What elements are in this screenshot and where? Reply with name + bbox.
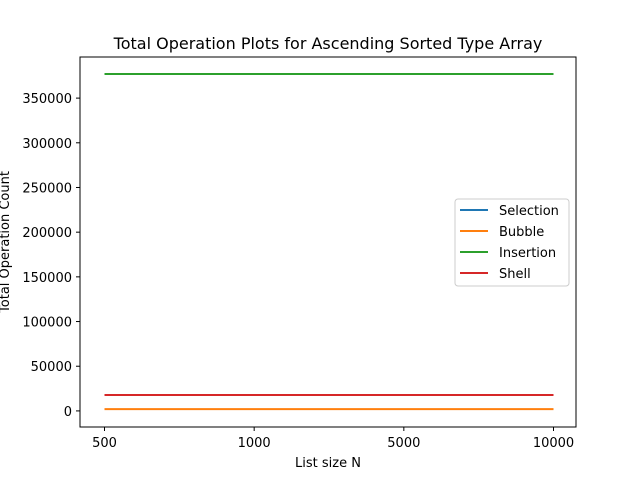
y-tick-label: 150000 xyxy=(22,271,72,286)
y-tick-label: 200000 xyxy=(22,226,72,241)
y-tick-label: 0 xyxy=(64,405,72,420)
x-tick-label: 5000 xyxy=(387,436,420,451)
series-layer xyxy=(104,72,554,411)
y-tick-label: 250000 xyxy=(22,181,72,196)
y-tick-label: 300000 xyxy=(22,137,72,152)
y-axis-label: Total Operation Count xyxy=(0,171,13,314)
x-axis-label: List size N xyxy=(295,456,361,471)
legend-box xyxy=(454,198,570,287)
plot-frame xyxy=(79,56,577,428)
x-tick-label: 10000 xyxy=(533,436,574,451)
legend-label: Shell xyxy=(499,267,531,282)
x-axis: 500 1000 5000 10000 xyxy=(92,427,574,451)
x-tick-label: 500 xyxy=(92,436,117,451)
x-tick-label: 1000 xyxy=(238,436,271,451)
legend: Selection Bubble Insertion Shell xyxy=(454,198,570,287)
legend-label: Bubble xyxy=(499,225,544,240)
legend-label: Selection xyxy=(499,204,559,219)
y-tick-label: 50000 xyxy=(31,360,72,375)
y-tick-label: 350000 xyxy=(22,92,72,107)
y-axis: 0 50000 100000 150000 200000 250000 300000 3500… xyxy=(22,92,80,420)
y-tick-label: 100000 xyxy=(22,316,72,331)
legend-label: Insertion xyxy=(499,246,556,261)
chart-title: Total Operation Plots for Ascending Sort… xyxy=(113,34,543,53)
